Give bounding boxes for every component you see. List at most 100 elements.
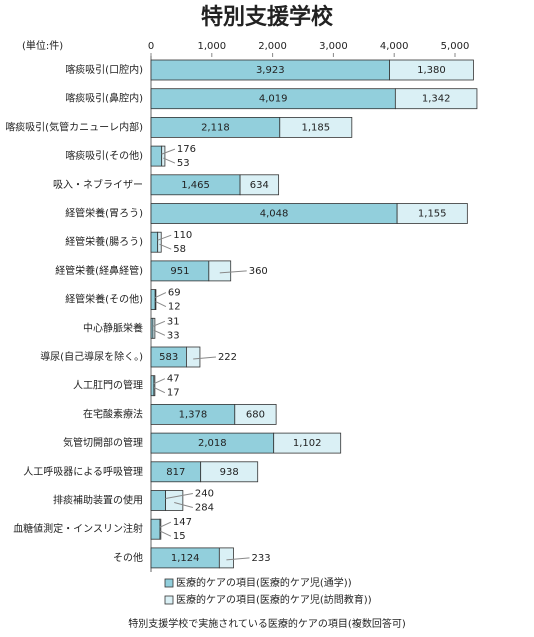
value-label: 1,378	[179, 409, 208, 420]
leader-line	[165, 493, 193, 499]
value-label: 360	[249, 266, 268, 277]
category-label: 経管栄養(胃ろう)	[65, 207, 143, 220]
bar-segment	[150, 490, 166, 511]
legend-label: 医療的ケアの項目(医療的ケア児(訪問教育))	[176, 593, 372, 606]
leader-line	[174, 502, 193, 508]
value-label: 69	[168, 288, 181, 299]
bar-segment	[273, 432, 342, 454]
value-label: 58	[173, 244, 186, 255]
value-label: 284	[195, 503, 214, 514]
bar-segment	[150, 518, 161, 540]
x-tick-label: 1,000	[197, 41, 226, 52]
leader-line	[154, 292, 167, 299]
value-label: 817	[166, 467, 185, 478]
chart-title: 特別支援学校	[201, 4, 334, 30]
bar-segment	[157, 231, 162, 253]
legend-label: 医療的ケアの項目(医療的ケア児(通学))	[176, 576, 352, 589]
value-label: 31	[167, 316, 180, 327]
x-tick-label: 2,000	[258, 41, 287, 52]
value-label: 1,185	[301, 122, 330, 133]
value-label: 680	[246, 409, 265, 420]
category-label: 在宅酸素療法	[83, 407, 143, 420]
value-label: 4,048	[260, 209, 289, 220]
value-label: 17	[167, 388, 180, 399]
value-label: 1,124	[171, 553, 200, 564]
value-label: 2,118	[201, 122, 230, 133]
value-label: 3,923	[256, 65, 285, 76]
value-label: 33	[167, 330, 180, 341]
value-label: 233	[252, 553, 271, 564]
value-label: 47	[167, 374, 180, 385]
leader-line	[153, 329, 166, 336]
x-tick-label: 5,000	[441, 41, 470, 52]
category-label: 喀痰吸引(口腔内)	[65, 63, 143, 76]
category-label: 中心静脈栄養	[83, 321, 143, 334]
leader-line	[154, 387, 166, 394]
bar-segment	[152, 317, 156, 339]
unit-label: (単位:件)	[22, 39, 63, 52]
leader-line	[226, 557, 250, 561]
category-label: 排痰補助装置の使用	[53, 494, 143, 507]
bar-segment	[186, 346, 201, 368]
value-label: 222	[218, 352, 237, 363]
bar-segment	[165, 490, 184, 511]
value-label: 240	[195, 489, 214, 500]
x-tick-label: 0	[148, 41, 154, 52]
leader-line	[153, 378, 166, 385]
leader-line	[161, 148, 176, 155]
leader-line	[159, 521, 172, 528]
leader-line	[159, 243, 172, 250]
legend-swatch	[164, 595, 174, 605]
bar-segment	[150, 231, 159, 253]
value-label: 15	[173, 531, 186, 542]
category-label: 吸入・ネブライザー	[53, 178, 143, 191]
category-label: 気管切開部の管理	[63, 436, 143, 449]
value-label: 110	[173, 230, 192, 241]
category-label: 人工肛門の管理	[73, 379, 143, 392]
value-label: 1,465	[181, 180, 210, 191]
bar-segment	[234, 403, 277, 425]
x-tick-label: 3,000	[319, 41, 348, 52]
leader-line	[157, 234, 172, 241]
value-label: 1,380	[417, 65, 446, 76]
value-label: 4,019	[259, 94, 288, 105]
bar-segment	[150, 145, 163, 167]
value-label: 583	[159, 352, 178, 363]
value-label: 147	[173, 517, 192, 528]
legend-swatch	[164, 578, 174, 588]
category-label: その他	[113, 551, 143, 564]
value-label: 634	[250, 180, 269, 191]
bar-segment	[153, 375, 156, 397]
value-label: 1,102	[293, 438, 322, 449]
leader-line	[163, 157, 176, 164]
category-label: 喀痰吸引(気管カニューレ内部)	[5, 120, 143, 133]
category-label: 導尿(自己導尿を除く。)	[40, 350, 143, 363]
x-tick-label: 4,000	[380, 41, 409, 52]
footnote: 特別支援学校で実施されている医療的ケアの項目(複数回答可)	[128, 617, 406, 630]
bar-segment	[239, 174, 280, 196]
category-label: 血糖値測定・インスリン注射	[13, 522, 143, 535]
leader-line	[219, 270, 247, 274]
value-label: 1,155	[418, 209, 447, 220]
value-label: 951	[170, 266, 189, 277]
bar-segment	[154, 289, 157, 311]
value-label: 53	[177, 158, 190, 169]
bar-segment	[396, 203, 468, 224]
bar-segment	[208, 260, 232, 282]
bar-segment	[200, 461, 259, 483]
category-label: 喀痰吸引(その他)	[65, 149, 143, 162]
bar-segment	[394, 88, 478, 110]
value-label: 12	[168, 302, 181, 313]
category-label: 喀痰吸引(鼻腔内)	[65, 92, 143, 105]
value-label: 1,342	[422, 94, 451, 105]
value-label: 938	[220, 467, 239, 478]
bar-segment	[150, 375, 155, 397]
leader-line	[152, 320, 166, 327]
leader-line	[193, 356, 216, 360]
category-label: 人工呼吸器による呼吸管理	[23, 465, 143, 478]
bar-segment	[389, 59, 474, 81]
category-label: 経管栄養(経鼻経管)	[55, 264, 143, 277]
category-label: 経管栄養(腸ろう)	[65, 235, 143, 248]
value-label: 2,018	[198, 438, 227, 449]
